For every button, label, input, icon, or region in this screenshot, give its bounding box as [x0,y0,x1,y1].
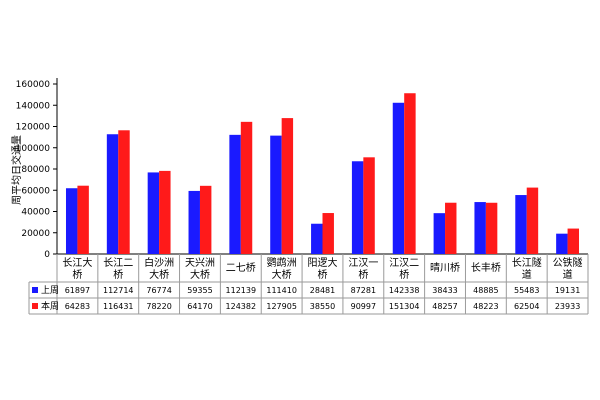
bar-last-week-4 [229,134,241,254]
table-value-last-week-11: 55483 [514,286,539,295]
bar-last-week-5 [270,135,282,254]
category-label-2-line-0: 白沙洲 [144,256,174,269]
table-value-last-week-2: 76774 [146,286,171,295]
table-value-this-week-11: 62504 [514,302,539,311]
bar-this-week-0 [77,185,89,254]
bar-last-week-12 [556,233,568,254]
y-tick-label-4: 80000 [21,165,50,175]
bar-last-week-6 [311,223,323,254]
table-value-last-week-9: 38433 [432,286,457,295]
category-label-11-line-1: 道 [522,268,532,281]
bar-last-week-1 [106,134,119,254]
table-value-last-week-7: 87281 [351,286,376,295]
bar-this-week-3 [199,185,212,254]
category-label-9: 晴川桥 [430,261,460,274]
table-value-last-week-10: 48885 [473,286,498,295]
bar-this-week-2 [159,170,171,254]
legend-label-this-week: 本周 [41,300,59,312]
bar-this-week-6 [322,213,334,254]
bar-this-week-4 [240,121,253,255]
y-tick-label-8: 160000 [16,80,51,90]
y-tick-label-3: 60000 [21,186,50,196]
y-tick-label-2: 40000 [21,208,50,218]
bar-last-week-8 [392,102,405,255]
table-value-last-week-4: 112139 [226,286,257,295]
category-label-3-line-1: 大桥 [190,268,210,281]
table-value-last-week-0: 61897 [65,286,90,295]
y-axis-title: 周平均日交通量 [10,135,23,205]
category-label-3-line-0: 天兴洲 [185,257,215,269]
category-label-0-line-1: 桥 [72,269,82,281]
category-label-5-line-0: 鹦鹉洲 [267,256,297,269]
bar-this-week-7 [363,157,375,254]
category-label-8-line-1: 桥 [399,269,409,281]
table-value-this-week-6: 38550 [310,302,335,311]
category-label-6-line-0: 阳逻大 [308,256,338,269]
category-label-6-line-1: 桥 [318,269,328,281]
bar-last-week-7 [351,161,364,254]
table-value-last-week-8: 142338 [389,286,420,295]
bar-this-week-8 [404,93,416,254]
table-value-this-week-8: 151304 [389,302,420,311]
table-value-last-week-5: 111410 [266,286,297,295]
category-label-7-line-1: 桥 [358,269,368,281]
category-label-10: 长丰桥 [471,261,501,274]
y-tick-label-5: 100000 [16,144,51,154]
table-value-last-week-12: 19131 [555,286,580,295]
table-value-last-week-1: 112714 [103,286,134,295]
category-label-1-line-0: 长江二 [103,257,133,269]
table-value-this-week-0: 64283 [65,302,90,311]
y-tick-label-1: 20000 [21,229,50,239]
table-value-this-week-4: 124382 [226,302,257,311]
category-label-8-line-0: 江汉二 [389,257,419,269]
bar-this-week-9 [445,202,457,254]
bar-last-week-0 [65,188,78,254]
bar-last-week-2 [147,172,160,254]
bar-last-week-10 [474,202,486,254]
category-label-5-line-1: 大桥 [272,268,292,281]
category-label-12-line-1: 道 [563,268,573,281]
legend-label-last-week: 上周 [41,285,59,296]
bar-this-week-1 [118,130,130,254]
category-label-2-line-1: 大桥 [149,268,169,281]
category-label-0-line-0: 长江大 [62,256,92,269]
category-label-1-line-1: 桥 [113,269,123,281]
table-value-last-week-6: 28481 [310,286,335,295]
bar-this-week-11 [526,187,539,254]
category-label-7-line-0: 江汉一 [348,257,378,269]
y-tick-label-7: 140000 [16,101,51,111]
bar-last-week-9 [433,213,446,254]
table-value-this-week-5: 127905 [266,302,297,311]
category-label-4: 二七桥 [226,262,256,274]
bar-last-week-3 [188,190,200,254]
category-label-11-line-0: 长江隧 [512,256,542,269]
bar-last-week-11 [515,195,527,254]
y-tick-label-0: 0 [44,250,50,260]
bar-this-week-5 [281,118,294,254]
bar-this-week-12 [567,228,580,254]
table-value-this-week-10: 48223 [473,302,498,311]
y-tick-label-6: 120000 [16,123,51,133]
legend-swatch-this-week [32,303,38,309]
table-value-last-week-3: 59355 [187,286,212,295]
table-value-this-week-1: 116431 [103,302,134,311]
category-label-12-line-0: 公铁隧 [553,256,583,269]
table-value-this-week-9: 48257 [432,302,457,311]
table-value-this-week-12: 23933 [555,302,580,311]
bar-this-week-10 [485,202,498,254]
legend-swatch-last-week [32,287,38,293]
table-value-this-week-7: 90997 [351,302,376,311]
table-value-this-week-2: 78220 [146,302,171,311]
table-value-this-week-3: 64170 [187,302,212,311]
